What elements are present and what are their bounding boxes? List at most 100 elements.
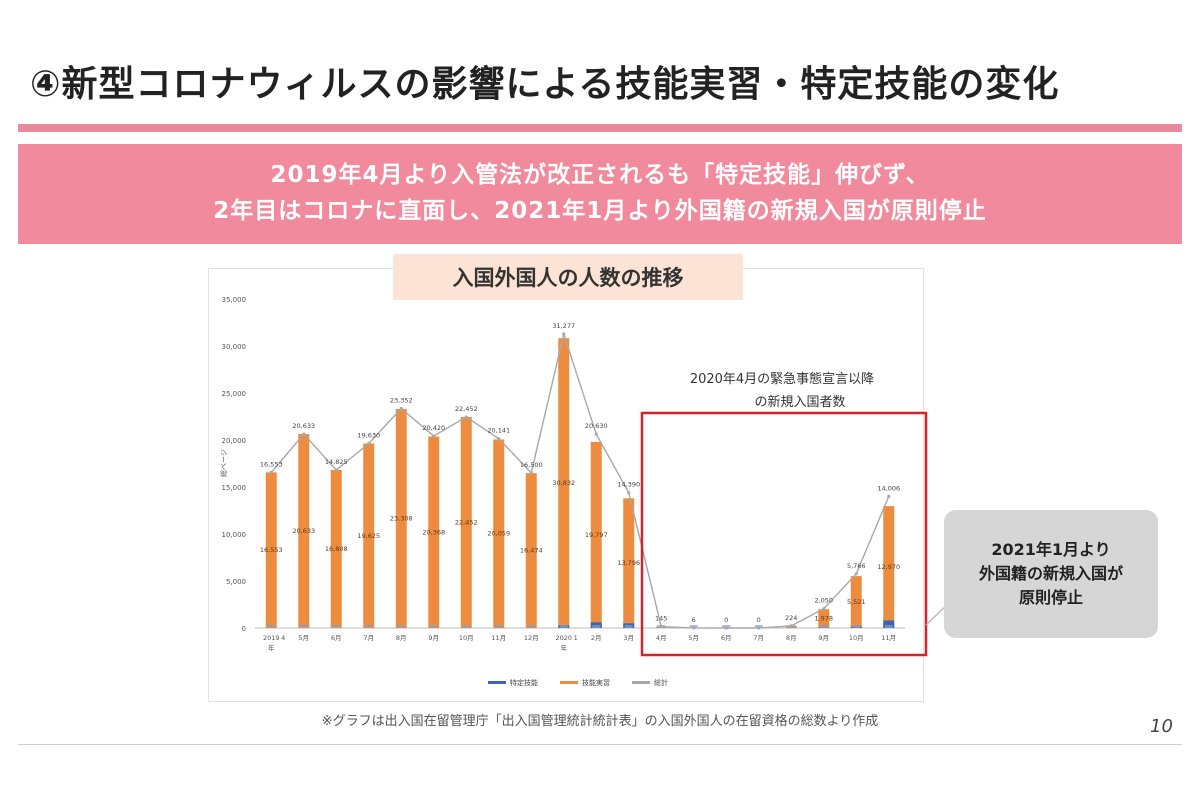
total-data-label: 5,766 [847,562,866,570]
bar-data-label: 20,368 [422,528,445,536]
total-data-label: 20,630 [585,422,608,430]
legend-swatch [560,681,578,684]
total-data-label: 14,006 [877,484,900,492]
bar-data-label: 16,553 [260,546,283,554]
total-point [854,572,858,576]
x-tick-label: 4 [281,634,285,642]
y-tick-label: 25,000 [222,390,247,398]
annotation-line-2: の新規入国者数 [754,394,845,410]
bar-data-label: 30,832 [552,479,575,487]
callout-line-1: 2021年1月より [991,540,1111,559]
bar-gino-jisshu [558,338,570,628]
legend-swatch [488,681,506,684]
headline-banner: 2019年4月より入管法が改正されるも「特定技能」伸びず、 2年目はコロナに直面… [18,144,1182,244]
bar-gino-jisshu [493,439,505,628]
bar-gino-jisshu [590,441,602,628]
x-tick-label-sub: 年 [268,643,275,652]
total-data-label: 19,630 [357,432,380,440]
bar-data-label: 13,796 [617,559,640,567]
total-point [757,626,761,630]
title-underline [18,124,1182,132]
total-data-label: 14,390 [617,481,640,489]
total-point [399,406,403,411]
bar-gino-jisshu [298,434,310,628]
total-data-label: 16,553 [260,460,283,468]
total-data-label: 31,277 [552,322,575,330]
bar-data-label: 16,808 [325,545,348,553]
total-point [334,468,338,472]
bar-base-marker [592,625,601,628]
total-point [659,625,663,629]
banner-line-1: 2019年4月より入管法が改正されるも「特定技能」伸びず、 [270,162,930,189]
x-tick-label: 11月 [491,634,506,642]
footnote: ※グラフは出入国在留管理庁「出入国管理統計統計表」の入国外国人の在留資格の総数よ… [321,714,879,729]
callout-box: 2021年1月より 外国籍の新規入国が 原則停止 [944,510,1158,638]
bar-base-marker [429,625,438,628]
x-tick-label: 10月 [459,634,474,642]
bar-data-label: 19,625 [357,532,380,540]
x-tick-label: 6月 [721,634,732,642]
total-point [497,437,501,441]
bar-gino-jisshu [883,506,895,628]
total-data-label: 16,500 [520,461,543,469]
total-data-label: 224 [785,614,797,622]
x-tick-label: 2月 [591,634,602,642]
x-tick-label: 7月 [753,634,764,642]
total-point [302,432,306,436]
legend-label: 特定技能 [510,678,538,687]
highlight-box [640,411,928,657]
total-point [562,332,566,336]
x-tick-label: 3月 [623,634,634,642]
bar-data-label: 12,970 [877,563,900,571]
y-tick-label: 15,000 [222,484,247,492]
page-number: 10 [1150,716,1173,737]
bar-gino-jisshu [265,472,277,628]
x-tick-label: 11月 [881,634,896,642]
total-data-label: 14,825 [325,458,348,466]
total-point [464,415,468,419]
x-tick-label: 9月 [428,634,439,642]
bar-gino-jisshu [525,473,537,628]
bar-base-marker [332,625,341,628]
bar-gino-jisshu [460,416,472,628]
total-data-label: 22,452 [455,405,478,413]
x-tick-label: 9月 [818,634,829,642]
bar-gino-jisshu [428,436,440,628]
annotation-line-1: 2020年4月の緊急事態宣言以降 [690,371,874,387]
total-point [724,626,728,630]
total-data-label: 6 [692,616,696,624]
legend-swatch [632,681,650,684]
total-data-label: 20,420 [422,424,445,432]
x-tick-label: 6月 [331,634,342,642]
x-tick-label: 1 [574,634,578,642]
bar-tokutei-gino [883,620,895,628]
legend-label: 技能実習 [582,678,610,687]
x-tick-label: 5月 [688,634,699,642]
bar-gino-jisshu [623,498,635,628]
bar-base-marker [462,625,471,628]
bar-gino-jisshu [363,443,375,628]
total-data-label: 23,352 [390,396,413,404]
y-tick-label: 5,000 [226,578,246,586]
total-data-label: 20,633 [292,422,315,430]
chart-title: 入国外国人の人数の推移 [393,254,743,300]
bar-gino-jisshu [818,609,830,628]
x-tick-label: 2019 [263,634,280,642]
x-tick-label: 7月 [363,634,374,642]
total-line [270,331,890,629]
slide-title: ④新型コロナウィルスの影響による技能実習・特定技能の変化 [30,64,1060,105]
banner-line-2: 2年目はコロナに直面し、2021年1月より外国籍の新規入国が原則停止 [213,198,987,224]
bar-gino-jisshu [850,576,862,628]
x-tick-label: 5月 [298,634,309,642]
bar-data-label: 23,308 [390,514,413,522]
bar-base-marker [397,625,406,628]
bar-base-marker [852,625,861,628]
x-tick-label: 10月 [849,634,864,642]
total-point [594,432,598,436]
y-tick-label: 20,000 [222,437,247,445]
x-tick-label: 2020 [555,634,572,642]
bar-base-marker [364,625,373,628]
total-point [529,471,533,475]
y-axis-label: 総ページ [219,449,228,477]
